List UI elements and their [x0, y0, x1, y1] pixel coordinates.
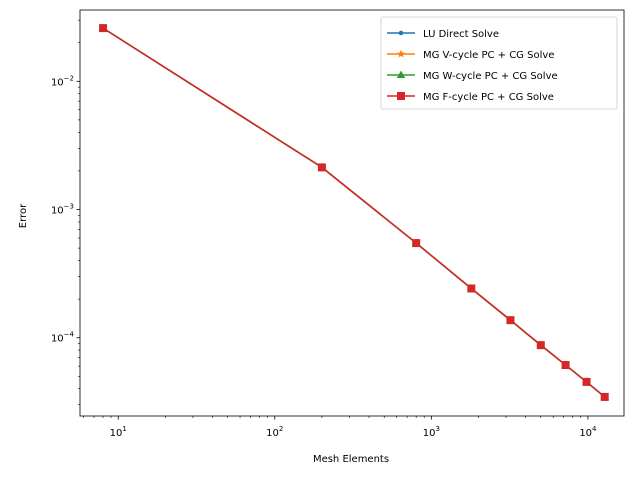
- legend: LU Direct Solve MG V-cycle PC + CG Solve M…: [380, 16, 618, 110]
- x-tick-label: 103: [423, 425, 440, 439]
- legend-swatch-marker: [396, 70, 406, 78]
- legend-label: MG V-cycle PC + CG Solve: [423, 50, 554, 61]
- x-tick-label: 102: [266, 425, 283, 439]
- legend-entry: MG W-cycle PC + CG Solve: [387, 70, 558, 82]
- legend-entry: MG V-cycle PC + CG Solve: [387, 49, 554, 61]
- legend-label: MG F-cycle PC + CG Solve: [423, 92, 554, 103]
- legend-label: MG W-cycle PC + CG Solve: [423, 71, 558, 82]
- legend-swatch-marker: [397, 92, 405, 100]
- series-4: [99, 24, 609, 401]
- x-tick-label: 104: [579, 425, 597, 439]
- series-4-point: [582, 377, 591, 386]
- series-4-point: [506, 316, 515, 325]
- legend-box: [380, 16, 618, 110]
- legend-entry: MG F-cycle PC + CG Solve: [387, 92, 554, 103]
- legend-swatch-marker: [398, 30, 404, 36]
- plot-frame: [79, 9, 625, 417]
- legend-entry: LU Direct Solve: [387, 29, 499, 40]
- x-axis-label: Mesh Elements: [313, 454, 389, 465]
- legend-label: LU Direct Solve: [423, 29, 499, 40]
- series-4-point: [467, 284, 476, 293]
- y-tick-label: 10−3: [51, 203, 74, 217]
- series-4-point: [317, 163, 326, 172]
- series-4-point: [536, 341, 545, 350]
- series-4-point: [600, 392, 609, 401]
- legend-swatch-marker: [397, 49, 405, 58]
- y-axis-label: Error: [18, 203, 29, 228]
- y-tick-label: 10−2: [51, 74, 74, 88]
- plot-area: [98, 23, 609, 401]
- x-tick-label: 101: [110, 425, 127, 439]
- series-4-point: [561, 361, 570, 370]
- series-4-point: [99, 24, 108, 33]
- series-4-point: [412, 239, 421, 248]
- y-tick-label: 10−4: [51, 331, 75, 345]
- axes: 101 102 103 104 10−4 10−3 10−2: [51, 9, 625, 439]
